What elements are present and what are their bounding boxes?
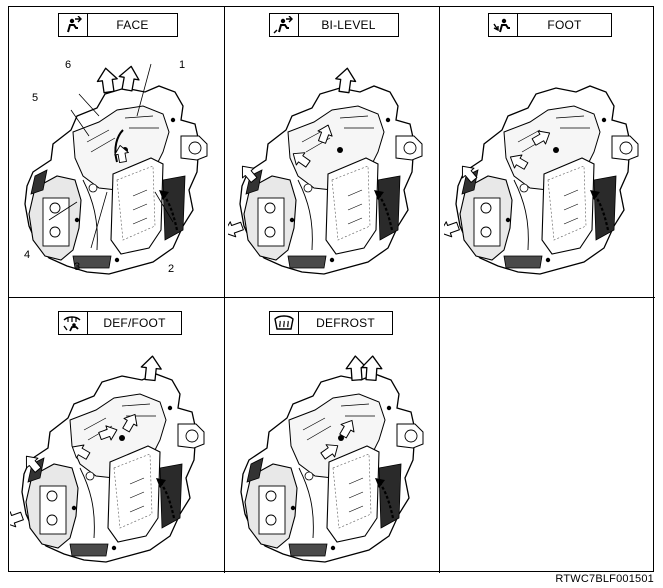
defrost-icon (270, 312, 299, 334)
mode-label-text: DEF/FOOT (103, 316, 166, 330)
mode-label-defrost: DEFROST (269, 311, 393, 335)
mode-label-foot: FOOT (488, 13, 612, 37)
callout-number: 1 (179, 59, 186, 71)
mode-grid (8, 6, 655, 573)
airflow-arrow-icon (228, 217, 246, 241)
grid-divider (224, 7, 225, 297)
callout-number: 6 (65, 59, 72, 71)
bi-level-vent-icon (270, 14, 299, 36)
panel-foot: FOOT (438, 6, 654, 296)
callout-number: 5 (32, 92, 39, 104)
figure-code: RTWC7BLF001501 (555, 573, 654, 585)
hvac-unit-diagram (444, 84, 640, 276)
panel-face: FACE 1 2 3 4 5 6 (8, 6, 223, 296)
grid-divider (439, 7, 440, 573)
mode-label-bi-level: BI-LEVEL (269, 13, 399, 37)
mode-label-face: FACE (58, 13, 178, 37)
callout-number: 4 (24, 249, 31, 261)
face-vent-icon (59, 14, 88, 36)
panel-empty (438, 296, 654, 572)
mode-label-text: FOOT (547, 18, 582, 32)
panel-bi-level: BI-LEVEL (223, 6, 438, 296)
airflow-arrow-icon (95, 66, 120, 95)
grid-divider (224, 297, 225, 573)
callout-number: 3 (74, 261, 81, 273)
hvac-unit-diagram (228, 66, 424, 276)
hvac-unit-diagram (23, 63, 209, 276)
mode-label-text: FACE (116, 18, 149, 32)
airflow-arrow-icon (10, 507, 26, 531)
foot-vent-icon (489, 14, 518, 36)
mode-label-text: DEFROST (316, 316, 375, 330)
defrost-foot-vent-icon (59, 312, 88, 334)
panel-defrost: DEFROST (223, 296, 438, 572)
hvac-unit-diagram (10, 354, 206, 564)
mode-label-text: BI-LEVEL (321, 18, 376, 32)
mode-label-def-foot: DEF/FOOT (58, 311, 182, 335)
airflow-arrow-icon (116, 63, 142, 93)
airflow-arrow-icon (444, 217, 462, 241)
callout-number: 2 (168, 263, 175, 275)
hvac-unit-diagram (239, 354, 425, 564)
grid-divider (9, 297, 655, 298)
panel-def-foot: DEF/FOOT (8, 296, 223, 572)
